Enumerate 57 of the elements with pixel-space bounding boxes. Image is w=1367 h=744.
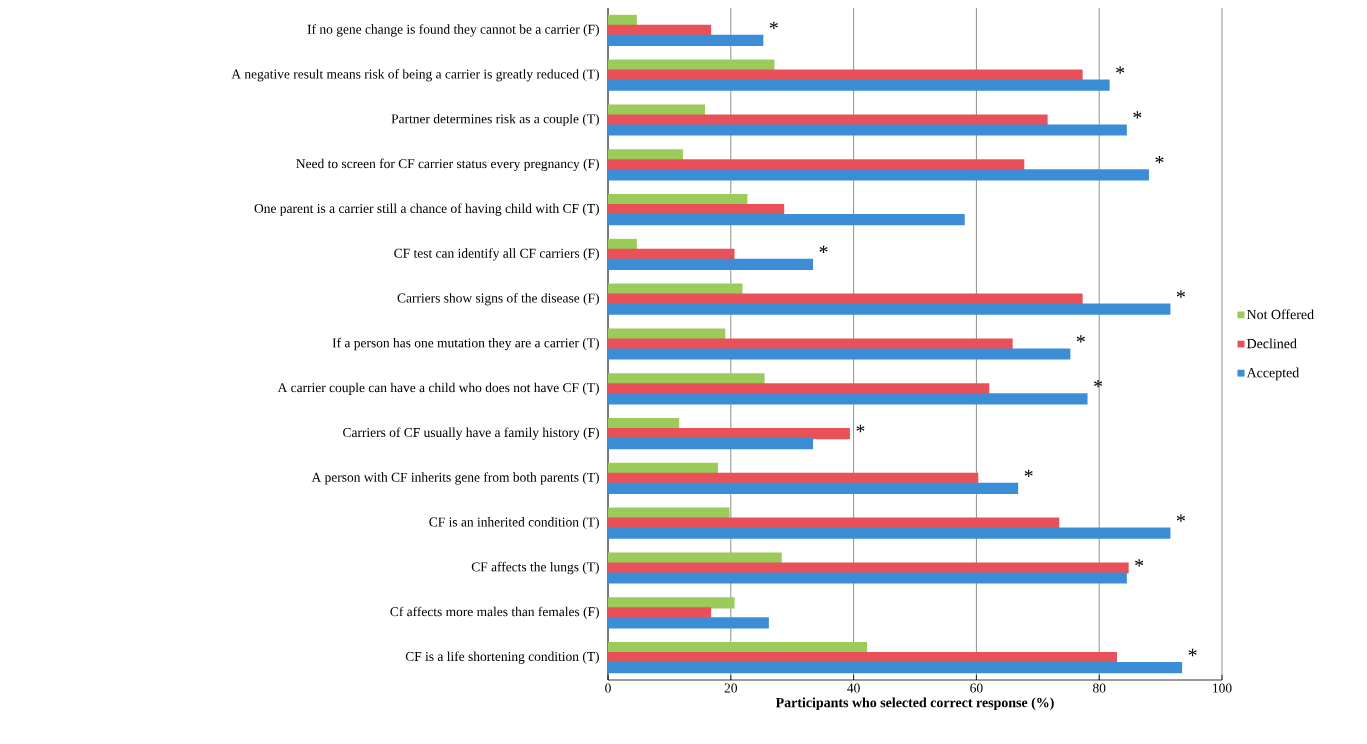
- y-tick-label: CF affects the lungs (T): [471, 561, 599, 575]
- bar: [608, 438, 814, 450]
- bar: [608, 348, 1071, 360]
- bar: [608, 124, 1127, 136]
- bar: [608, 527, 1171, 539]
- y-tick-label: A negative result means risk of being a carrier is greatly reduced (T): [231, 69, 599, 82]
- y-tick-label: Carriers of CF usually have a family history (F): [343, 427, 599, 440]
- annotation: *: [819, 245, 828, 253]
- y-tick-label: CF is a life shortening condition (T): [405, 651, 599, 664]
- x-tick-label: 0: [605, 683, 611, 693]
- bar: [608, 258, 814, 271]
- y-tick-label: If a person has one mutation they are a carrier (T): [332, 337, 599, 351]
- annotation: *: [1155, 156, 1164, 164]
- annotation: *: [1176, 290, 1185, 298]
- annotation: *: [1024, 469, 1033, 477]
- y-tick-label: A carrier couple can have a child who does not have CF (T): [277, 382, 599, 395]
- annotation: *: [1133, 111, 1142, 119]
- x-tick-label: 20: [724, 683, 738, 693]
- x-tick-label: 80: [1093, 683, 1106, 693]
- bar: [608, 34, 764, 46]
- bar: [608, 617, 769, 629]
- bar: [608, 482, 1019, 495]
- legend-label: Declined: [1246, 338, 1297, 349]
- legend-label: Not Offered: [1246, 309, 1314, 320]
- bar: [608, 303, 1171, 315]
- x-axis-title: Participants who selected correct response (%): [775, 697, 1054, 711]
- bar: [608, 428, 850, 440]
- annotation: *: [1188, 648, 1197, 657]
- y-tick-label: Cf affects more males than females (F): [390, 606, 599, 619]
- annotation: *: [1135, 559, 1144, 567]
- y-tick-label: Need to screen for CF carrier status every pregnancy (F): [296, 158, 599, 171]
- bar: [608, 507, 730, 519]
- annotation: *: [769, 21, 778, 29]
- annotation: *: [1094, 380, 1103, 388]
- y-tick-label: If no gene change is found they cannot be a carrier (F): [307, 24, 599, 37]
- bar: [608, 572, 1127, 584]
- bar: [608, 79, 1110, 91]
- legend-label: Accepted: [1246, 367, 1300, 381]
- y-tick-label: Partner determines risk as a couple (T): [391, 113, 599, 127]
- x-tick-label: 40: [847, 683, 860, 693]
- bar: [608, 238, 637, 250]
- y-tick-label: CF is an inherited condition (T): [429, 517, 599, 530]
- x-tick-label: 100: [1213, 683, 1232, 693]
- annotation: *: [1176, 514, 1185, 522]
- y-tick-label: One parent is a carrier still a chance of having child with CF (T): [254, 203, 599, 216]
- y-tick-label: A person with CF inherits gene from both parents (T): [311, 472, 599, 485]
- annotation: *: [856, 424, 865, 433]
- x-tick-label: 60: [970, 683, 983, 693]
- bar: [608, 14, 637, 26]
- bar: [608, 393, 1088, 405]
- bar: [608, 214, 965, 226]
- y-tick-label: CF test can identify all CF carriers (F): [394, 248, 599, 261]
- annotation: *: [1076, 335, 1085, 343]
- bar: [608, 169, 1149, 181]
- annotation: *: [1116, 66, 1125, 74]
- bar: [608, 662, 1183, 674]
- y-tick-label: Carriers show signs of the disease (F): [397, 293, 599, 306]
